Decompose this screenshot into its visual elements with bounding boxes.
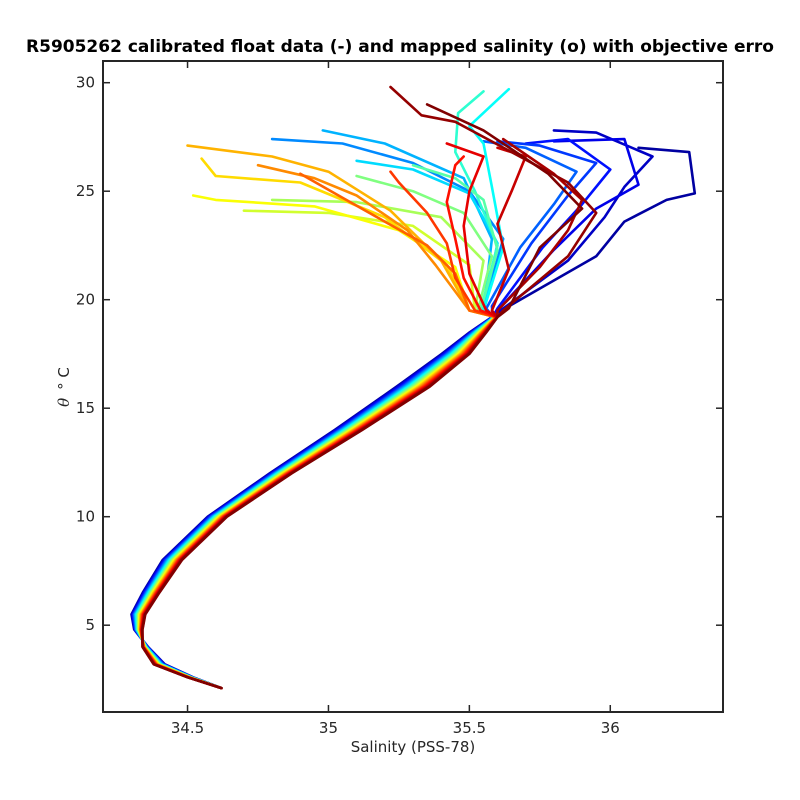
- y-tick-label: 25: [76, 182, 95, 200]
- plot-frame: [102, 60, 724, 713]
- profile-line-18: [138, 144, 498, 690]
- profile-line-23: [140, 142, 499, 690]
- profile-lines: [130, 85, 697, 690]
- profile-line-8: [134, 129, 495, 690]
- y-axis-ticks: 5 10 15 20 25 30: [76, 74, 723, 634]
- x-tick-label: 36: [601, 719, 620, 737]
- x-axis-ticks: 34.5 35 35.5 36: [171, 61, 620, 737]
- profile-line-27: [141, 103, 584, 690]
- y-tick-label: 20: [76, 291, 95, 309]
- profile-line-26: [141, 85, 598, 690]
- y-tick-label: 10: [76, 508, 95, 526]
- profile-line-1: [130, 146, 697, 690]
- svg-text:θ ° C: θ ° C: [55, 367, 73, 407]
- profile-line-20: [139, 172, 498, 690]
- x-tick-label: 35.5: [453, 719, 486, 737]
- x-tick-label: 34.5: [171, 719, 204, 737]
- y-axis-unit: ° C: [55, 367, 73, 390]
- x-axis-label: Salinity (PSS-78): [351, 738, 476, 756]
- profile-line-12: [136, 163, 499, 690]
- y-axis-label: θ ° C: [55, 367, 73, 407]
- profile-line-13: [136, 174, 496, 690]
- profile-line-11: [135, 90, 499, 690]
- profile-line-21: [139, 170, 498, 690]
- y-tick-label: 30: [76, 74, 95, 92]
- y-tick-label: 15: [76, 399, 95, 417]
- profile-line-24: [140, 146, 527, 690]
- profile-line-7: [133, 137, 505, 690]
- profile-line-19: [139, 163, 498, 690]
- y-tick-label: 5: [85, 616, 95, 634]
- y-axis-symbol: θ: [55, 398, 73, 407]
- chart-title: R5905262 calibrated float data (-) and m…: [26, 37, 774, 57]
- x-tick-label: 35: [319, 719, 338, 737]
